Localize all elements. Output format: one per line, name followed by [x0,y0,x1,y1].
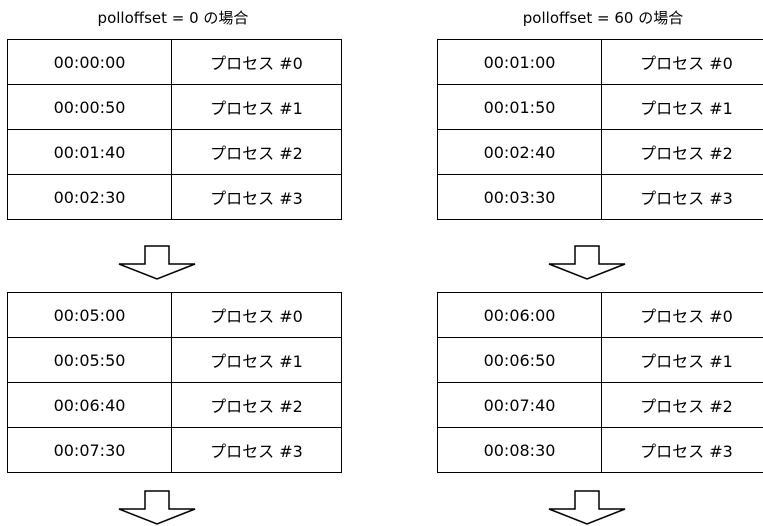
process-cell: プロセス #1 [601,337,763,383]
process-cell: プロセス #2 [601,382,763,428]
table-row: 00:02:40 プロセス #2 [437,129,763,175]
time-cell: 00:00:00 [7,39,172,85]
time-cell: 00:03:30 [437,174,602,220]
time-cell: 00:05:00 [7,292,172,338]
table-row: 00:06:00 プロセス #0 [437,292,763,338]
table-row: 00:01:50 プロセス #1 [437,84,763,130]
process-cell: プロセス #1 [171,84,342,130]
time-cell: 00:01:50 [437,84,602,130]
time-cell: 00:06:00 [437,292,602,338]
process-cell: プロセス #2 [171,129,342,175]
caption: polloffset = 60 の場合 [522,9,684,27]
time-cell: 00:02:30 [7,174,172,220]
table-row: 00:00:50 プロセス #1 [7,84,342,130]
process-cell: プロセス #0 [171,292,342,338]
time-cell: 00:01:40 [7,129,172,175]
table-row: 00:07:40 プロセス #2 [437,382,763,428]
table-row: 00:06:50 プロセス #1 [437,337,763,383]
process-cell: プロセス #3 [171,174,342,220]
table-row: 00:07:30 プロセス #3 [7,427,342,473]
time-cell: 00:07:40 [437,382,602,428]
time-cell: 00:00:50 [7,84,172,130]
table-row: 00:03:30 プロセス #3 [437,174,763,220]
table-row: 00:01:40 プロセス #2 [7,129,342,175]
process-cell: プロセス #0 [171,39,342,85]
process-cell: プロセス #3 [171,427,342,473]
caption: polloffset = 0 の場合 [97,9,249,27]
process-cell: プロセス #3 [601,427,763,473]
process-cell: プロセス #0 [601,39,763,85]
time-cell: 00:06:50 [437,337,602,383]
time-cell: 00:05:50 [7,337,172,383]
schedule-table-before: 00:00:00 プロセス #0 00:00:50 プロセス #1 00:01:40… [7,39,342,220]
table-row: 00:02:30 プロセス #3 [7,174,342,220]
process-cell: プロセス #1 [171,337,342,383]
process-cell: プロセス #2 [601,129,763,175]
schedule-table-after: 00:06:00 プロセス #0 00:06:50 プロセス #1 00:07:40… [437,292,763,473]
down-arrow-icon [118,490,196,525]
table-row: 00:00:00 プロセス #0 [7,39,342,85]
process-cell: プロセス #1 [601,84,763,130]
table-row: 00:06:40 プロセス #2 [7,382,342,428]
table-row: 00:05:50 プロセス #1 [7,337,342,383]
time-cell: 00:07:30 [7,427,172,473]
time-cell: 00:02:40 [437,129,602,175]
schedule-table-after: 00:05:00 プロセス #0 00:05:50 プロセス #1 00:06:40… [7,292,342,473]
down-arrow-icon [548,245,626,280]
process-cell: プロセス #0 [601,292,763,338]
table-row: 00:01:00 プロセス #0 [437,39,763,85]
table-row: 00:05:00 プロセス #0 [7,292,342,338]
down-arrow-icon [118,245,196,280]
process-cell: プロセス #3 [601,174,763,220]
time-cell: 00:06:40 [7,382,172,428]
time-cell: 00:01:00 [437,39,602,85]
process-cell: プロセス #2 [171,382,342,428]
down-arrow-icon [548,490,626,525]
schedule-table-before: 00:01:00 プロセス #0 00:01:50 プロセス #1 00:02:40… [437,39,763,220]
time-cell: 00:08:30 [437,427,602,473]
table-row: 00:08:30 プロセス #3 [437,427,763,473]
